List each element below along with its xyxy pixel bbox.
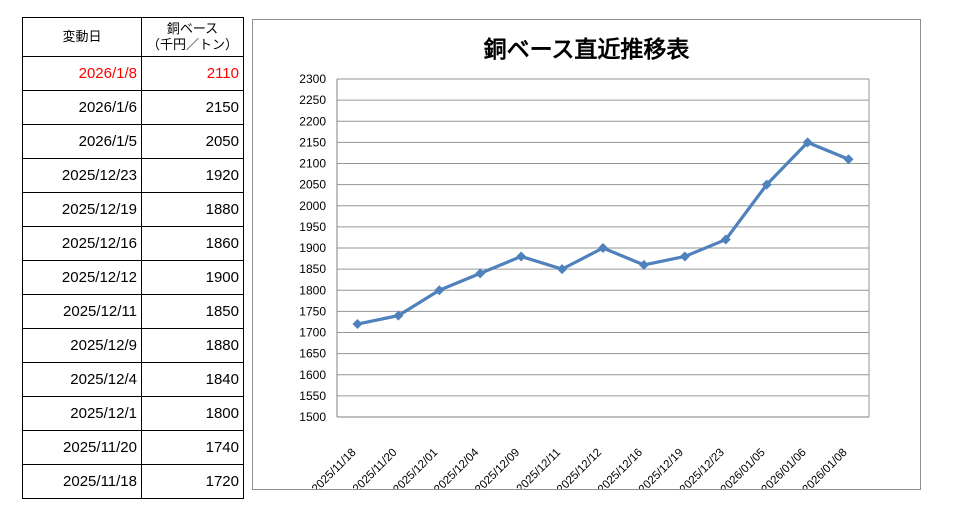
cell-date[interactable]: 2025/12/23 (22, 158, 142, 193)
data-point-marker (638, 259, 649, 270)
cell-value[interactable]: 1900 (141, 260, 244, 295)
col-header-price[interactable]: 銅ベース （千円／トン） (141, 17, 244, 57)
data-point-marker (679, 251, 690, 262)
table-row: 2025/12/12 1900 (22, 260, 244, 295)
col-header-date[interactable]: 変動日 (22, 17, 142, 57)
data-point-marker (598, 243, 608, 253)
data-point-marker (434, 285, 445, 296)
data-point-marker (557, 264, 568, 275)
cell-date[interactable]: 2026/1/6 (22, 90, 142, 125)
x-tick-label: 2026/01/05 (719, 447, 768, 489)
y-tick-label: 1900 (299, 241, 326, 255)
col-header-price-line1: 銅ベース (166, 21, 219, 36)
table-row: 2025/12/4 1840 (22, 362, 244, 397)
cell-date[interactable]: 2025/12/12 (22, 260, 142, 295)
data-point-marker (516, 251, 527, 262)
cell-date[interactable]: 2026/1/8 (22, 56, 142, 91)
cell-date[interactable]: 2025/11/20 (22, 430, 142, 465)
data-point-marker (761, 179, 772, 190)
cell-value[interactable]: 2050 (141, 124, 244, 159)
data-point-marker (843, 154, 854, 165)
y-tick-label: 2050 (299, 178, 326, 192)
x-tick-label: 2025/11/20 (351, 447, 400, 489)
y-tick-label: 1500 (299, 410, 326, 424)
cell-value[interactable]: 1880 (141, 328, 244, 363)
x-tick-label: 2025/12/04 (432, 446, 482, 489)
cell-value[interactable]: 2150 (141, 90, 244, 125)
cell-date[interactable]: 2025/12/19 (22, 192, 142, 227)
data-point-marker (720, 234, 731, 245)
chart-title: 銅ベース直近推移表 (483, 36, 690, 62)
cell-value[interactable]: 1800 (141, 396, 244, 431)
cell-date[interactable]: 2026/1/5 (22, 124, 142, 159)
table-row: 2025/12/11 1850 (22, 294, 244, 329)
x-tick-label: 2026/01/06 (760, 447, 809, 489)
table-row: 2026/1/5 2050 (22, 124, 244, 159)
price-table: 変動日 銅ベース （千円／トン） 2026/1/8 2110 2026/1/6 215… (22, 17, 244, 499)
cell-date[interactable]: 2025/12/1 (22, 396, 142, 431)
x-tick-label: 2025/11/18 (310, 447, 359, 489)
chart-frame[interactable]: 銅ベース直近推移表 1500 1550 1600 1650 1700 1750 1800 18… (252, 19, 921, 490)
x-tick-label: 2025/12/19 (637, 447, 686, 489)
data-point-marker (352, 319, 363, 330)
y-tick-label: 2200 (299, 114, 326, 128)
y-tick-label: 2150 (299, 135, 326, 149)
y-tick-label: 1950 (299, 220, 326, 234)
table-row: 2025/12/1 1800 (22, 396, 244, 431)
x-tick-label: 2025/12/01 (391, 447, 440, 489)
table-row: 2025/11/18 1720 (22, 464, 244, 499)
y-tick-label: 1550 (299, 389, 326, 403)
y-tick-label: 1850 (299, 262, 326, 276)
cell-value[interactable]: 1920 (141, 158, 244, 193)
cell-date[interactable]: 2025/12/11 (22, 294, 142, 329)
x-tick-label: 2025/12/11 (515, 447, 564, 489)
table-row: 2025/12/23 1920 (22, 158, 244, 193)
cell-date[interactable]: 2025/12/9 (22, 328, 142, 363)
table-row: 2026/1/6 2150 (22, 90, 244, 125)
x-tick-label: 2025/12/12 (555, 447, 604, 489)
cell-date[interactable]: 2025/12/4 (22, 362, 142, 397)
line-chart: 1500 1550 1600 1650 1700 1750 1800 1850 1900 1950… (299, 72, 870, 489)
cell-value[interactable]: 1720 (141, 464, 244, 499)
table-row: 2025/12/9 1880 (22, 328, 244, 363)
cell-value[interactable]: 1860 (141, 226, 244, 261)
cell-value[interactable]: 1840 (141, 362, 244, 397)
data-point-marker (475, 268, 486, 279)
y-tick-label: 1750 (299, 304, 326, 318)
y-tick-label: 1700 (299, 326, 326, 340)
cell-value[interactable]: 1740 (141, 430, 244, 465)
data-point-marker (393, 310, 404, 321)
table-row: 2026/1/8 2110 (22, 56, 244, 91)
cell-value[interactable]: 1850 (141, 294, 244, 329)
series-line (357, 140, 850, 326)
x-tick-label: 2026/01/08 (800, 447, 849, 489)
x-tick-label: 2025/12/23 (678, 447, 727, 489)
y-tick-label: 2100 (299, 157, 326, 171)
y-tick-label: 2300 (299, 72, 326, 86)
y-tick-label: 2250 (299, 93, 326, 107)
cell-date[interactable]: 2025/12/16 (22, 226, 142, 261)
cell-value[interactable]: 1880 (141, 192, 244, 227)
table-row: 2025/12/19 1880 (22, 192, 244, 227)
col-header-price-line2: （千円／トン） (146, 37, 238, 52)
table-row: 2025/11/20 1740 (22, 430, 244, 465)
table-header-row: 変動日 銅ベース （千円／トン） (22, 17, 244, 57)
y-tick-label: 1650 (299, 347, 326, 361)
y-tick-label: 1800 (299, 283, 326, 297)
cell-value[interactable]: 2110 (141, 56, 244, 91)
y-tick-label: 1600 (299, 368, 326, 382)
x-tick-label: 2025/12/16 (596, 447, 645, 489)
y-tick-label: 2000 (299, 199, 326, 213)
cell-date[interactable]: 2025/11/18 (22, 464, 142, 499)
table-row: 2025/12/16 1860 (22, 226, 244, 261)
x-tick-label: 2025/12/09 (473, 447, 522, 489)
data-point-marker (802, 137, 813, 148)
